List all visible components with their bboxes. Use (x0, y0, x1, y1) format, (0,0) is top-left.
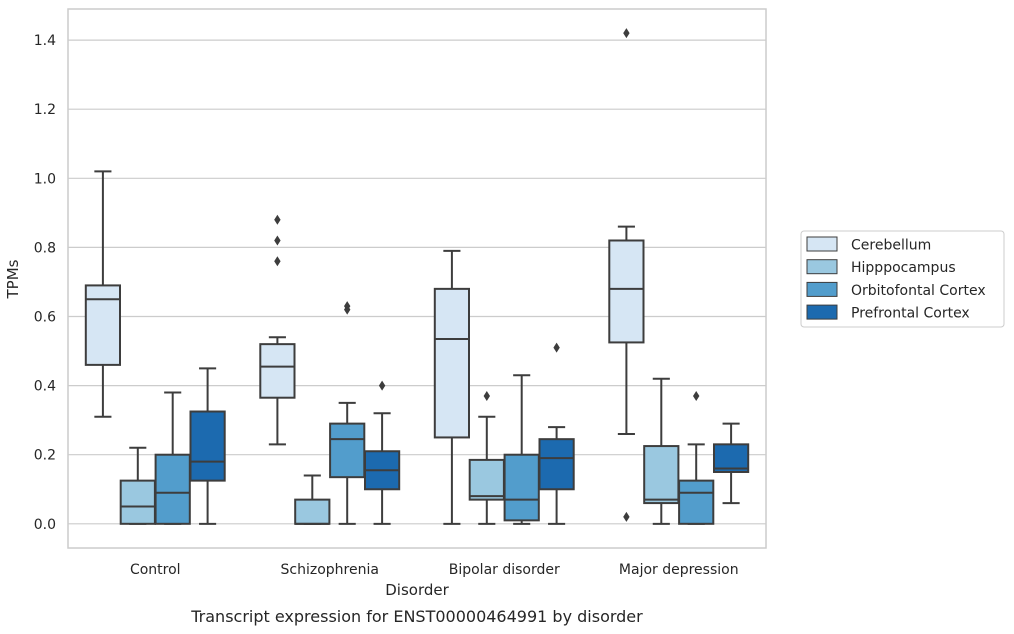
box-cerebellum (608, 28, 645, 522)
legend-swatch (806, 259, 838, 275)
outlier-point (553, 342, 560, 353)
legend-swatch (806, 281, 838, 297)
box-hipppocampus (468, 390, 505, 525)
x-tick-label: Major depression (619, 562, 739, 578)
legend-frame (800, 230, 1005, 328)
box-orbitofontal-cortex (503, 374, 540, 525)
legend-label: Orbitofontal Cortex (851, 283, 986, 299)
outlier-point (623, 511, 630, 522)
outlier-point (483, 390, 490, 401)
box-iqr (678, 479, 715, 525)
box-iqr (294, 498, 331, 525)
x-axis-label: Disorder (385, 581, 449, 599)
y-tick-label: 0.4 (34, 379, 56, 395)
legend-label: Prefrontal Cortex (851, 306, 970, 322)
outlier-point (378, 380, 386, 391)
legend-label: Cerebellum (851, 238, 931, 254)
box-iqr (538, 438, 575, 491)
outlier-point (693, 390, 700, 401)
box-hipppocampus (643, 377, 680, 525)
box-cerebellum (259, 214, 296, 446)
outlier-point (623, 28, 630, 39)
box-iqr (643, 445, 680, 505)
box-iqr (119, 479, 156, 525)
box-prefrontal-cortex (189, 367, 226, 525)
x-tick-label: Control (130, 562, 181, 578)
box-iqr (189, 410, 226, 482)
box-iqr (259, 343, 296, 399)
box-iqr (154, 453, 191, 525)
legend-swatch (806, 304, 838, 320)
y-tick-label: 0.2 (34, 448, 56, 464)
plot-frame (67, 8, 767, 549)
box-iqr (433, 287, 471, 439)
y-tick-label: 0.6 (34, 310, 56, 326)
box-iqr (84, 284, 122, 366)
outlier-point (274, 214, 281, 225)
box-iqr (712, 443, 750, 473)
box-iqr (468, 458, 505, 501)
legend-swatch (806, 236, 838, 252)
box-orbitofontal-cortex (678, 390, 715, 525)
outlier-point (344, 304, 351, 315)
y-tick-label: 1.4 (34, 33, 56, 49)
box-hipppocampus (294, 474, 331, 525)
outlier-point (274, 235, 281, 246)
box-orbitofontal-cortex (329, 301, 366, 525)
box-cerebellum (84, 170, 122, 418)
y-tick-label: 0.0 (34, 517, 56, 533)
chart-caption: Transcript expression for ENST0000046499… (190, 607, 643, 626)
y-tick-label: 1.2 (34, 102, 56, 118)
y-axis-label: TPMs (4, 259, 22, 299)
box-hipppocampus (119, 446, 156, 525)
box-prefrontal-cortex (538, 342, 575, 525)
box-prefrontal-cortex (363, 380, 401, 525)
box-cerebellum (433, 249, 471, 525)
box-iqr (329, 422, 366, 479)
legend: Cerebellum Hipppocampus Orbitofontal Corte… (800, 230, 1005, 328)
y-tick-label: 0.8 (34, 240, 56, 256)
box-orbitofontal-cortex (154, 391, 191, 525)
x-tick-labels: Control Schizophrenia Bipolar disorder Majo… (130, 562, 739, 578)
box-iqr (608, 239, 645, 344)
box-prefrontal-cortex (712, 422, 750, 505)
y-tick-labels: 0.0 0.2 0.4 0.6 0.8 1.0 1.2 1.4 (34, 33, 56, 533)
x-tick-label: Bipolar disorder (449, 562, 560, 578)
box-plot-area (84, 28, 750, 525)
legend-label: Hipppocampus (851, 260, 956, 276)
y-tick-label: 1.0 (34, 171, 56, 187)
x-tick-label: Schizophrenia (281, 562, 379, 578)
outlier-point (274, 256, 281, 267)
box-iqr (503, 453, 540, 522)
